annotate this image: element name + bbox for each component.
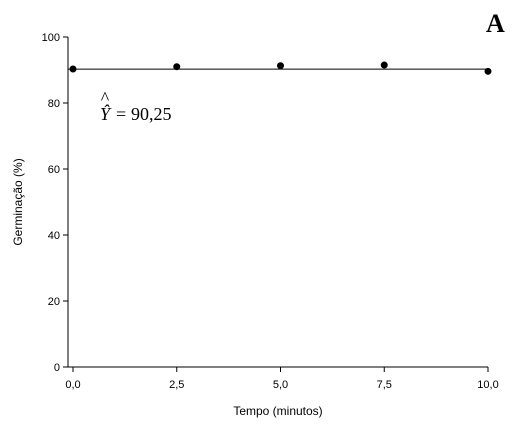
data-point bbox=[69, 65, 77, 73]
x-ticks: 0,0 2,5 5,0 7,5 10,0 bbox=[65, 367, 499, 391]
x-axis: 0,0 2,5 5,0 7,5 10,0 bbox=[65, 366, 499, 391]
data-point bbox=[380, 61, 388, 69]
x-tick-label: 2,5 bbox=[169, 379, 184, 391]
y-tick-label: 20 bbox=[48, 296, 60, 308]
equation-hat: ^ bbox=[101, 88, 110, 108]
regression-equation: ^ Ŷ = 90,25 bbox=[100, 88, 172, 124]
x-axis-label: Tempo (minutos) bbox=[233, 404, 322, 418]
equation-value: 90,25 bbox=[131, 104, 172, 124]
equation-operator: = bbox=[116, 104, 126, 124]
equation-variable: Ŷ bbox=[100, 103, 112, 124]
y-tick-label: 80 bbox=[48, 98, 60, 110]
x-tick-label: 10,0 bbox=[477, 379, 498, 391]
y-ticks: 0 20 40 60 80 100 bbox=[42, 32, 68, 374]
y-axis: 0 20 40 60 80 100 bbox=[42, 32, 69, 374]
data-point bbox=[173, 63, 181, 71]
x-tick-label: 0,0 bbox=[65, 379, 80, 391]
y-tick-label: 60 bbox=[48, 164, 60, 176]
y-tick-label: 40 bbox=[48, 230, 60, 242]
y-tick-label: 0 bbox=[54, 362, 60, 374]
data-point bbox=[484, 67, 492, 75]
x-tick-label: 5,0 bbox=[273, 379, 288, 391]
panel-label: A bbox=[486, 9, 505, 38]
y-axis-label: Germinação (%) bbox=[11, 158, 25, 245]
y-tick-label: 100 bbox=[42, 32, 60, 44]
x-tick-label: 7,5 bbox=[377, 379, 392, 391]
data-points bbox=[69, 61, 492, 75]
data-point bbox=[277, 62, 284, 70]
